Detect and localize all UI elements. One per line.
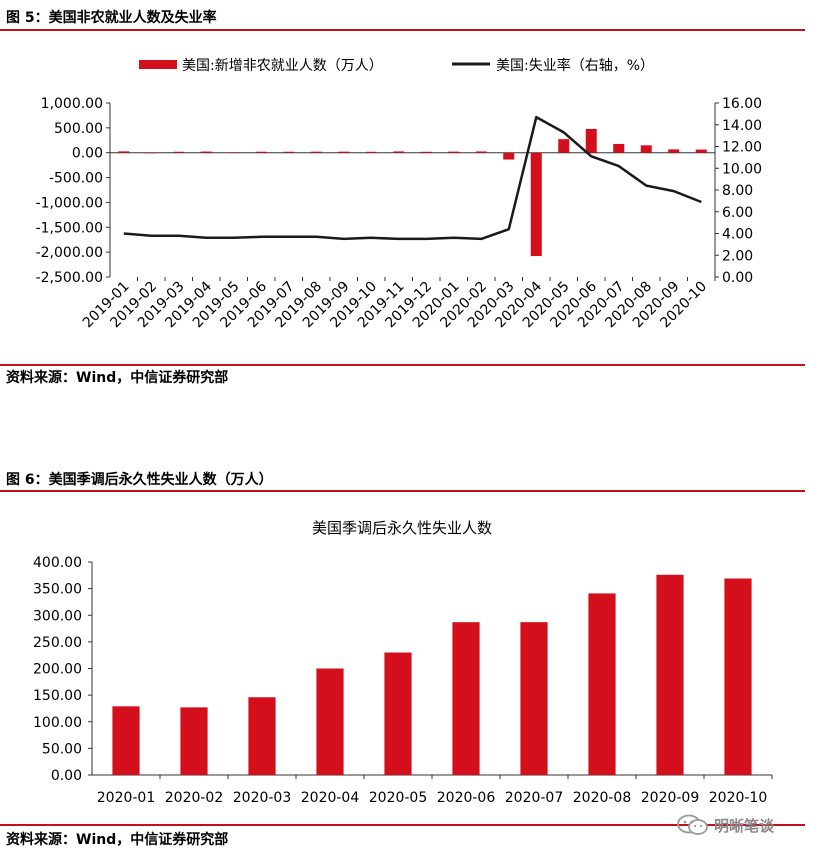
bar-permanent-unemployment [656,574,684,775]
bar-nonfarm [338,151,350,153]
right-axis-tick-label: 0.00 [722,270,753,286]
wechat-icon [677,814,708,835]
bar-permanent-unemployment [248,697,276,775]
bar-nonfarm [640,145,652,153]
chart-1-bars [118,128,707,257]
chart-2-tick-labels: 400.00 350.00 300.00 250.00 200.00 150.00 100.… [33,555,767,806]
x-axis-tick-label: 2020-03 [233,790,292,806]
bar-nonfarm [503,152,515,160]
bar-permanent-unemployment [724,578,752,775]
watermark: 明晰笔谈 [676,814,774,836]
figure-6-top-rule [0,490,805,492]
x-axis-tick-label: 2020-08 [573,790,632,806]
bar-nonfarm [393,151,405,153]
figure-5-source: 资料来源：Wind，中信证券研究部 [6,370,229,386]
bar-nonfarm [310,151,322,153]
y-axis-tick-label: 50.00 [42,741,82,757]
bar-nonfarm [448,151,460,153]
left-axis-tick-label: -500.00 [49,171,103,187]
y-axis-tick-label: 200.00 [33,662,82,678]
bar-nonfarm [585,128,597,153]
bar-nonfarm [255,151,267,153]
x-axis-tick-label: 2020-04 [301,790,360,806]
bar-nonfarm [118,151,130,153]
figure-6-bottom-rule [0,824,805,826]
right-axis-tick-label: 12.00 [722,140,762,156]
bar-nonfarm [283,151,295,153]
bar-nonfarm [200,151,212,153]
right-axis-tick-label: 6.00 [722,205,753,221]
bar-nonfarm [145,152,157,154]
chart-2-title-text: 美国季调后永久性失业人数 [312,519,492,537]
bar-permanent-unemployment [452,622,480,775]
bar-nonfarm [365,151,377,153]
bar-permanent-unemployment [316,668,344,775]
y-axis-tick-label: 400.00 [33,555,82,571]
x-axis-tick-label: 2020-09 [641,790,700,806]
bar-nonfarm [530,152,542,257]
bar-permanent-unemployment [520,622,548,775]
y-axis-tick-label: 350.00 [33,582,82,598]
right-axis-tick-label: 10.00 [722,161,762,177]
left-axis-tick-label: -1,000.00 [36,195,103,211]
right-axis-tick-label: 8.00 [722,183,753,199]
figure-6-source: 资料来源：Wind，中信证券研究部 [6,832,229,848]
legend-swatch-bar [139,60,177,69]
x-axis-tick-label: 2020-05 [369,790,428,806]
bar-nonfarm [420,151,432,153]
figure-5-top-rule [0,29,805,31]
bar-nonfarm [228,152,240,153]
y-axis-tick-label: 100.00 [33,715,82,731]
bar-permanent-unemployment [588,593,616,775]
chart-2-bars [112,574,752,775]
x-axis-tick-label: 2020-07 [505,790,564,806]
legend-label-line: 美国:失业率（右轴，%） [496,57,654,74]
figure-5-title: 图 5：美国非农就业人数及失业率 [6,10,217,26]
bar-nonfarm [475,151,487,153]
figure-6-title: 图 6：美国季调后永久性失业人数（万人） [6,472,273,488]
y-axis-tick-label: 300.00 [33,608,82,624]
x-axis-tick-label: 2020-01 [97,790,156,806]
left-axis-tick-label: -1,500.00 [36,220,103,236]
right-axis-tick-label: 16.00 [722,96,762,112]
left-axis-tick-label: 0.00 [72,146,103,162]
bar-permanent-unemployment [384,652,412,775]
line-unemployment-rate [123,115,702,241]
chart-1-line [123,115,702,241]
bar-nonfarm [668,149,680,153]
bar-nonfarm [173,151,185,153]
chart-1-tick-labels: 1,000.00 500.00 0.00 -500.00 -1,000.00 -1,500… [36,96,763,331]
left-axis-tick-label: -2,000.00 [36,245,103,261]
chart-2-title: 美国季调后永久性失业人数 [312,519,492,537]
y-axis-tick-label: 0.00 [51,768,82,784]
chart-1-legend: 美国:新增非农就业人数（万人） 美国:失业率（右轴，%） [139,57,654,74]
right-axis-tick-label: 2.00 [722,248,753,264]
left-axis-tick-label: 500.00 [54,121,103,137]
y-axis-tick-label: 250.00 [33,635,82,651]
chart-1-axes [106,102,719,281]
legend-label-bar: 美国:新增非农就业人数（万人） [182,58,383,74]
bar-permanent-unemployment [112,706,140,775]
y-axis-tick-label: 150.00 [33,688,82,704]
x-axis-tick-label: 2020-02 [165,790,224,806]
chart-1-nonfarm-unemployment: 美国:新增非农就业人数（万人） 美国:失业率（右轴，%） 1,000.00 500.… [36,57,763,331]
right-axis-tick-label: 14.00 [722,118,762,134]
left-axis-tick-label: -2,500.00 [36,270,103,286]
x-axis-tick-label: 2020-06 [437,790,496,806]
right-axis-tick-label: 4.00 [722,227,753,243]
bar-nonfarm [695,149,707,153]
figure-5-bottom-rule [0,364,805,366]
watermark-text: 明晰笔谈 [714,816,775,835]
chart-2-permanent-unemployment: 美国季调后永久性失业人数 400.00 350.00 300.00 250.00 200… [33,519,773,806]
bar-nonfarm [558,139,570,153]
x-axis-tick-label: 2020-10 [709,790,768,806]
bar-nonfarm [613,143,625,153]
bar-permanent-unemployment [180,707,208,775]
left-axis-tick-label: 1,000.00 [41,96,103,112]
